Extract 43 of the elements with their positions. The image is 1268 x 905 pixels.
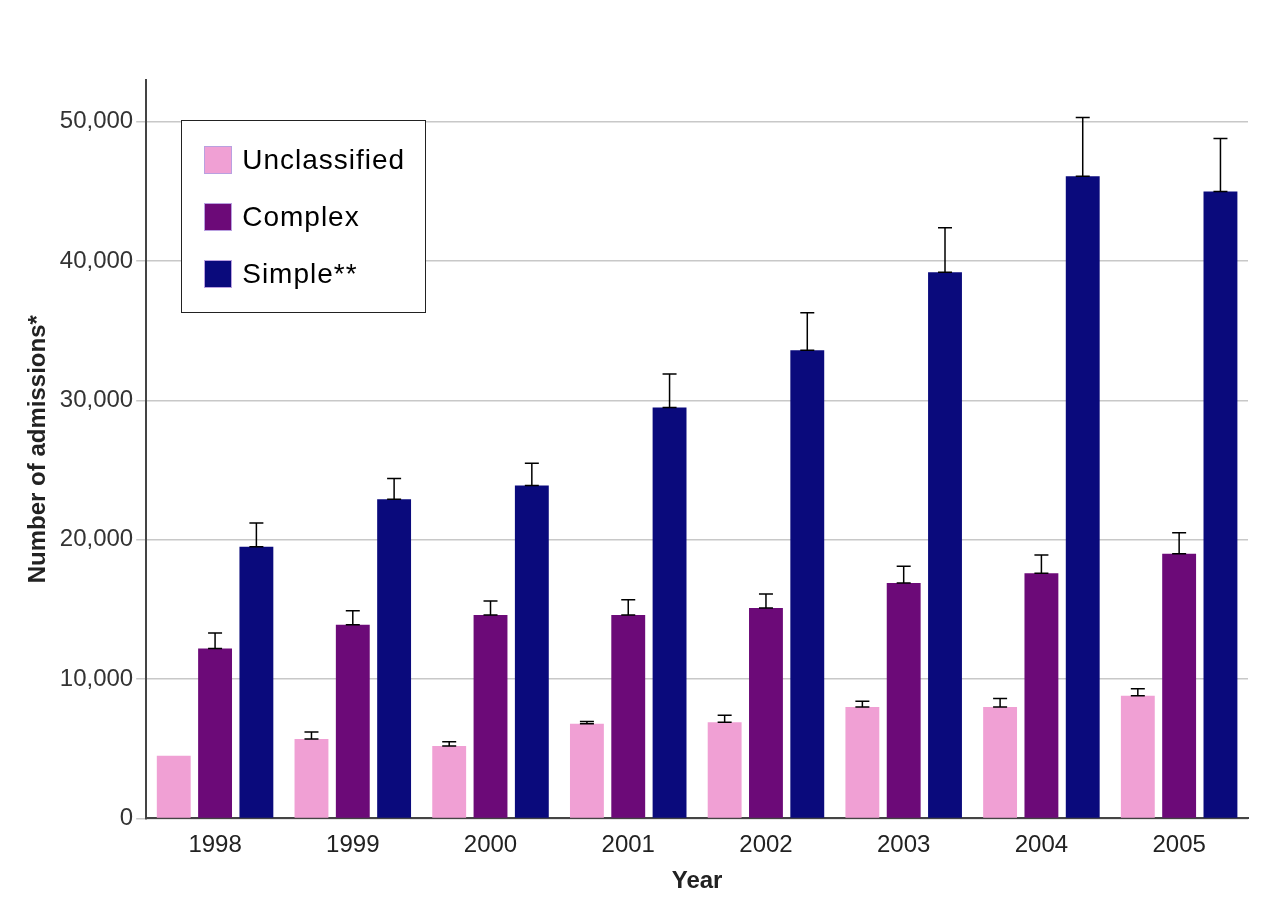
- bar: [1120, 695, 1155, 818]
- bar: [432, 745, 467, 818]
- bar: [377, 499, 412, 818]
- legend-label: Unclassified: [242, 143, 406, 176]
- x-tick-label: 2002: [739, 830, 793, 858]
- y-axis-title: Number of admissions*: [23, 314, 51, 584]
- bar: [198, 648, 233, 818]
- legend-label: Complex: [242, 200, 360, 233]
- bar: [294, 738, 329, 818]
- x-tick-label: 2000: [463, 830, 518, 858]
- bar: [790, 350, 825, 818]
- y-tick-label: 0: [119, 803, 134, 831]
- bar: [749, 608, 783, 818]
- bar: [569, 723, 604, 818]
- y-tick-label: 30,000: [59, 385, 134, 413]
- y-tick-label: 20,000: [59, 524, 134, 552]
- legend-label: Simple**: [242, 257, 358, 290]
- bar: [335, 624, 370, 818]
- x-tick-label: 2001: [601, 830, 655, 858]
- x-tick-label: 2004: [1014, 830, 1069, 858]
- x-axis-title: Year: [671, 866, 723, 894]
- bar: [983, 706, 1018, 818]
- bar: [886, 582, 921, 818]
- bar: [473, 614, 508, 818]
- bar: [707, 722, 742, 818]
- bar: [845, 706, 880, 818]
- x-tick-label: 1998: [188, 830, 242, 858]
- x-tick-label: 1999: [326, 830, 380, 858]
- x-tick-label: 2003: [876, 830, 931, 858]
- bar: [156, 755, 191, 818]
- y-tick-label: 50,000: [59, 106, 134, 134]
- bar: [1162, 553, 1197, 818]
- bar: [1065, 176, 1100, 818]
- y-tick-label: 10,000: [59, 663, 134, 691]
- bar: [611, 614, 646, 818]
- bar: [239, 546, 274, 818]
- y-tick-label: 40,000: [59, 245, 134, 273]
- bar: [1024, 573, 1059, 818]
- x-tick-label: 2005: [1152, 830, 1206, 858]
- bar: [928, 272, 962, 818]
- bar: [1203, 191, 1238, 818]
- bar: [652, 407, 687, 818]
- bar: [514, 485, 549, 818]
